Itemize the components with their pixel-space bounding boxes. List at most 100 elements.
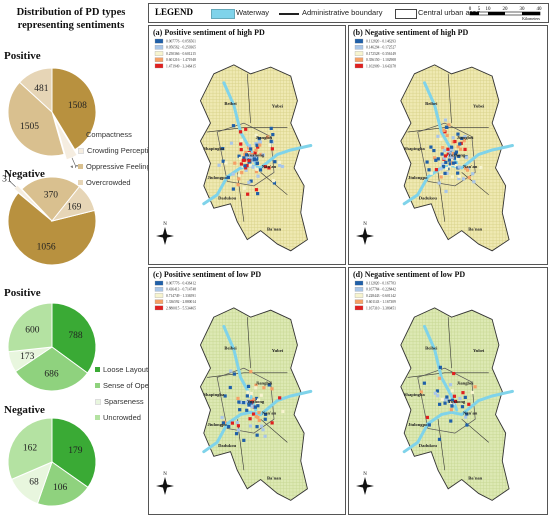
sentiment-cell bbox=[444, 189, 448, 194]
sentiment-cell bbox=[236, 428, 241, 432]
class-range: 1.471949 - 3.346415 bbox=[166, 64, 196, 68]
pie-slice-overcrowded bbox=[50, 185, 96, 222]
sentiment-cell bbox=[250, 405, 254, 409]
sentiment-cell bbox=[280, 164, 285, 169]
class-range: 0.228443 - 0.601142 bbox=[366, 294, 396, 298]
sentiment-cell bbox=[227, 424, 231, 429]
sentiment-cell bbox=[458, 147, 463, 151]
sentiment-cell bbox=[238, 400, 243, 404]
sentiment-cell bbox=[259, 424, 264, 428]
sentiment-cell bbox=[232, 372, 236, 376]
class-range: 0.172528 - 0.356149 bbox=[366, 52, 396, 56]
admin-boundary-outer bbox=[400, 64, 510, 252]
sentiment-cell bbox=[439, 175, 443, 179]
pie-slice-uncrowded bbox=[7, 417, 53, 481]
sentiment-cell bbox=[254, 169, 259, 174]
sentiment-cell bbox=[246, 399, 250, 403]
sentiment-cell bbox=[436, 134, 440, 138]
legend-item-openness: Sense of Openness bbox=[95, 381, 169, 390]
sentiment-cell bbox=[443, 118, 448, 122]
class-range: 0.601216 - 1.471948 bbox=[166, 58, 196, 62]
sentiment-cell bbox=[479, 165, 483, 170]
class-swatch bbox=[354, 280, 364, 286]
sentiment-cell bbox=[242, 156, 246, 160]
place-label: Yubei bbox=[473, 103, 485, 108]
sentiment-cell bbox=[221, 159, 225, 163]
map-panel-d: Beibei Yubei Shapingba Jiangbei Yuzhong Nan'a… bbox=[348, 267, 548, 515]
legend-item-overcrowded: Overcrowded bbox=[78, 178, 157, 187]
sentiment-cell bbox=[440, 173, 444, 177]
sentiment-cell bbox=[224, 161, 228, 165]
sentiment-cell bbox=[257, 136, 261, 141]
sentiment-cell bbox=[465, 412, 469, 416]
pie-slice-oppressive bbox=[7, 81, 65, 157]
sentiment-cell bbox=[258, 140, 262, 144]
place-label: Yuzhong bbox=[247, 399, 265, 404]
sentiment-cell bbox=[457, 176, 461, 181]
sentiment-cell bbox=[217, 163, 221, 167]
sentiment-cell bbox=[242, 186, 246, 190]
sentiment-cell bbox=[254, 396, 259, 401]
sentiment-cell bbox=[450, 145, 454, 149]
sentiment-cell bbox=[249, 391, 253, 396]
class-swatch bbox=[154, 38, 164, 44]
sentiment-cell bbox=[456, 171, 460, 175]
class-range: 0.007776 - 0.436412 bbox=[166, 282, 196, 286]
sentiment-cell bbox=[263, 434, 267, 438]
class-swatch bbox=[354, 287, 364, 292]
sentiment-cell bbox=[269, 126, 273, 130]
sentiment-cell bbox=[267, 166, 271, 170]
sentiment-cell bbox=[445, 166, 449, 171]
class-range: 1.102909 - 3.643378 bbox=[366, 64, 396, 68]
sentiment-cell bbox=[223, 394, 227, 398]
sentiment-cell bbox=[281, 409, 285, 414]
sentiment-cell bbox=[247, 152, 251, 156]
place-label: Yuzhong bbox=[448, 399, 466, 404]
sentiment-cell bbox=[243, 164, 247, 168]
place-label: Nan'an bbox=[463, 164, 478, 169]
sentiment-cell bbox=[221, 421, 226, 425]
sentiment-cell bbox=[448, 152, 452, 157]
place-label: Beibei bbox=[224, 101, 237, 106]
class-range: 0.146294 - 0.172527 bbox=[366, 46, 396, 50]
sentiment-cell bbox=[439, 167, 443, 171]
class-swatch bbox=[154, 305, 164, 311]
sentiment-cell bbox=[238, 408, 242, 412]
admin-boundary bbox=[246, 73, 251, 124]
place-label: Jiangbei bbox=[457, 135, 474, 140]
sentiment-cell bbox=[451, 136, 455, 140]
sentiment-cell bbox=[425, 160, 429, 164]
place-label: Ba'nan bbox=[267, 227, 281, 232]
pie-value-label: 179 bbox=[68, 446, 83, 456]
pie-value-label: 155 bbox=[70, 165, 85, 168]
class-range: 0.601143 - 1.167309 bbox=[366, 300, 396, 304]
sentiment-cell bbox=[449, 419, 453, 423]
sentiment-cell bbox=[419, 390, 423, 394]
place-label: Ba'nan bbox=[468, 476, 482, 481]
north-label: N bbox=[363, 222, 367, 227]
sentiment-cell bbox=[269, 139, 273, 143]
sentiment-cell bbox=[471, 172, 475, 176]
sentiment-cell bbox=[450, 175, 454, 179]
scale-tick: 10 bbox=[486, 7, 492, 12]
central-urban-area bbox=[417, 122, 476, 187]
north-arrow-icon: N bbox=[356, 472, 374, 495]
sentiment-cell bbox=[237, 154, 241, 158]
pie-low-positive: 788 686 173 600 bbox=[7, 302, 97, 392]
class-swatch bbox=[354, 38, 364, 44]
sentiment-cell bbox=[256, 415, 260, 420]
sentiment-cell bbox=[238, 156, 243, 161]
sentiment-cell bbox=[239, 162, 244, 166]
sentiment-cell bbox=[456, 132, 460, 136]
high-positive-label: Positive bbox=[4, 50, 41, 62]
swatch bbox=[95, 398, 101, 405]
class-range: 0.250366 - 0.601215 bbox=[166, 52, 196, 56]
pie-legend-low: Loose Layout Sense of Openness Sparsenes… bbox=[95, 361, 169, 422]
place-label: Dadukou bbox=[419, 443, 438, 448]
sentiment-cell bbox=[239, 138, 244, 142]
sentiment-cell bbox=[429, 145, 433, 149]
sentiment-cell bbox=[427, 168, 431, 172]
sentiment-cell bbox=[248, 163, 252, 167]
sentiment-cell bbox=[270, 147, 274, 151]
low-negative-label: Negative bbox=[4, 404, 45, 416]
